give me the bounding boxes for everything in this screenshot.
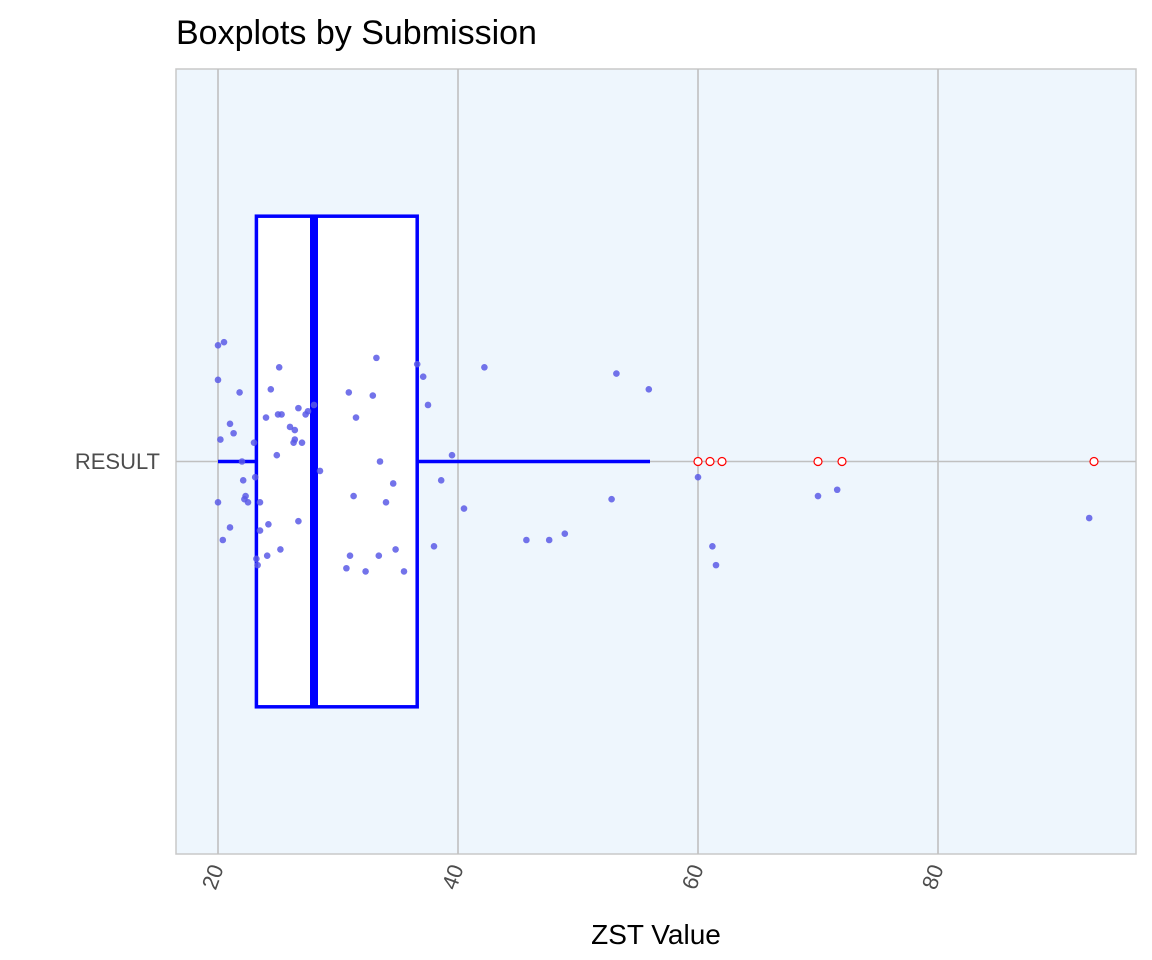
data-point — [523, 536, 530, 544]
data-point — [645, 385, 653, 393]
x-axis-title: ZST Value — [591, 919, 721, 950]
data-point — [460, 505, 468, 512]
data-point — [448, 451, 456, 459]
data-point — [481, 364, 488, 371]
data-point — [712, 561, 720, 569]
data-point — [236, 389, 243, 396]
data-point — [254, 561, 261, 569]
data-point — [814, 492, 822, 500]
data-point — [430, 542, 438, 550]
data-point — [295, 404, 302, 412]
outlier-point — [693, 456, 703, 467]
data-point — [277, 546, 284, 553]
data-point — [1085, 514, 1093, 522]
data-point — [256, 527, 264, 534]
data-point — [437, 477, 445, 484]
data-point — [373, 354, 380, 362]
data-point — [263, 552, 271, 559]
x-tick-label: 60 — [677, 861, 709, 893]
outlier-point — [717, 456, 727, 467]
data-point — [316, 467, 324, 475]
data-point — [251, 473, 259, 481]
data-point — [345, 389, 353, 396]
data-point — [419, 373, 427, 381]
data-point — [214, 376, 222, 384]
data-point — [273, 451, 281, 459]
data-point — [217, 436, 224, 443]
data-point — [376, 458, 384, 465]
data-point — [278, 411, 285, 418]
data-point — [295, 517, 302, 525]
box-iqr — [254, 214, 419, 709]
data-point — [250, 439, 258, 446]
data-point — [267, 385, 275, 393]
data-point — [709, 542, 716, 550]
data-point — [343, 564, 350, 572]
data-point — [694, 473, 702, 481]
data-point — [286, 423, 294, 431]
data-point — [244, 499, 252, 506]
box-group — [218, 214, 650, 709]
data-point — [298, 439, 306, 446]
data-point — [291, 426, 299, 434]
data-point — [253, 555, 260, 563]
data-point — [382, 499, 390, 506]
outlier-point — [705, 456, 715, 467]
data-point — [220, 338, 228, 346]
data-point — [275, 364, 283, 371]
outlier-point — [837, 456, 847, 467]
data-point — [413, 360, 421, 368]
data-point — [400, 568, 408, 575]
outlier-point — [1089, 456, 1099, 467]
data-point — [350, 492, 357, 500]
y-category-label: RESULT — [75, 449, 160, 474]
outlier-point — [813, 456, 823, 467]
data-point — [389, 480, 397, 487]
data-point — [352, 414, 360, 421]
x-tick-label: 80 — [917, 861, 949, 893]
data-point — [226, 524, 234, 531]
data-point — [219, 536, 227, 544]
data-point — [256, 499, 264, 506]
data-point — [238, 458, 246, 465]
outlier-points — [693, 456, 1099, 467]
data-point — [346, 552, 354, 559]
data-point — [242, 492, 249, 500]
x-tick-label: 40 — [437, 861, 469, 893]
jitter-points — [214, 338, 1093, 575]
data-point — [375, 552, 383, 559]
data-point — [369, 392, 377, 399]
data-point — [392, 546, 399, 553]
data-point — [226, 420, 234, 428]
data-point — [310, 401, 318, 409]
data-point — [214, 499, 222, 506]
data-point — [608, 495, 615, 503]
data-point — [424, 401, 432, 409]
data-point — [304, 407, 312, 415]
data-point — [561, 530, 569, 538]
data-point — [262, 414, 270, 421]
data-point — [230, 429, 237, 437]
chart-title: Boxplots by Submission — [176, 14, 537, 52]
data-point — [214, 342, 222, 349]
data-point — [362, 568, 369, 575]
data-point — [545, 536, 553, 544]
data-point — [833, 486, 841, 494]
data-point — [291, 436, 299, 443]
data-point — [239, 477, 247, 484]
data-point — [265, 521, 272, 528]
x-tick-label: 20 — [197, 861, 229, 893]
data-point — [613, 370, 620, 377]
x-axis-ticks: 20 40 60 80 — [197, 861, 949, 893]
